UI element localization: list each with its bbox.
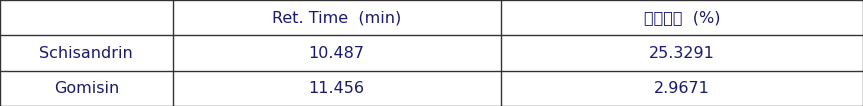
Text: 2.9671: 2.9671 (654, 81, 709, 96)
Text: 25.3291: 25.3291 (649, 45, 715, 61)
Text: 11.456: 11.456 (309, 81, 364, 96)
Text: 상대함량  (%): 상대함량 (%) (644, 10, 720, 25)
Text: 10.487: 10.487 (309, 45, 364, 61)
Text: Schisandrin: Schisandrin (40, 45, 133, 61)
Text: Gomisin: Gomisin (54, 81, 119, 96)
Text: Ret. Time  (min): Ret. Time (min) (272, 10, 401, 25)
